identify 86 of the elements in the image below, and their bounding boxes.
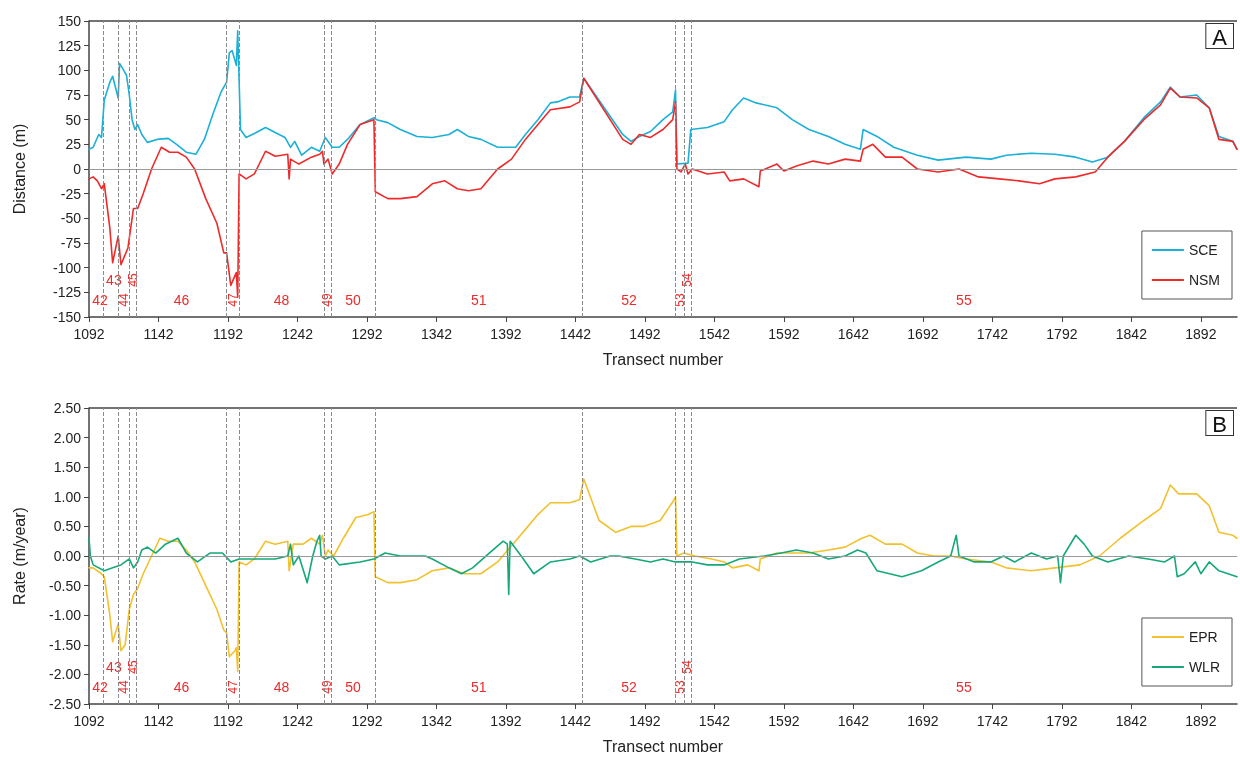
legend-label: EPR	[1188, 629, 1218, 645]
x-tick-label: 1792	[1046, 326, 1078, 342]
y-tick-label: -25	[60, 185, 82, 202]
x-tick-label: 1542	[698, 713, 731, 729]
y-tick-label: 2.00	[53, 429, 82, 446]
legend-label: NSM	[1188, 272, 1221, 288]
annotation: 44	[116, 680, 131, 694]
x-tick-label: 1542	[698, 326, 731, 342]
line-series	[88, 534, 1238, 596]
annotation: 52	[621, 292, 637, 308]
x-axis-title: Transect number	[602, 737, 724, 755]
annotation: 52	[621, 679, 637, 695]
y-tick-label: 75	[65, 87, 82, 103]
x-tick-label: 1642	[837, 713, 870, 729]
y-tick-label: 150	[57, 13, 82, 29]
y-tick-label: -125	[52, 284, 82, 301]
y-tick-label: 0.50	[53, 518, 82, 535]
y-tick-label: 125	[57, 37, 82, 54]
x-tick-label: 1692	[907, 326, 939, 342]
legend-label: WLR	[1188, 659, 1221, 675]
x-tick-label: 1492	[629, 713, 661, 729]
y-axis-title: Distance (m)	[10, 123, 28, 215]
x-tick-label: 1692	[907, 713, 939, 729]
x-tick-label: 1192	[212, 326, 244, 342]
annotation: 55	[956, 679, 972, 695]
legend-label: SCE	[1188, 242, 1218, 258]
x-tick-label: 1292	[351, 713, 383, 729]
annotation: 48	[273, 679, 290, 695]
y-tick-label: 1.00	[53, 488, 82, 505]
x-tick-label: 1092	[73, 326, 105, 342]
annotation: 46	[173, 679, 190, 695]
y-tick-label: -150	[52, 309, 82, 325]
x-tick-label: 1242	[281, 326, 314, 342]
annotation: 55	[956, 292, 972, 308]
x-tick-label: 1592	[768, 326, 800, 342]
annotation: 47	[225, 680, 240, 694]
line-series	[88, 478, 1238, 673]
y-tick-label: -2.00	[49, 666, 82, 683]
annotation: 47	[225, 293, 240, 307]
x-tick-label: 1892	[1185, 326, 1217, 342]
x-tick-label: 1142	[143, 713, 174, 729]
y-tick-label: -0.50	[49, 577, 82, 594]
x-tick-label: 1192	[212, 713, 244, 729]
annotation: 50	[345, 292, 362, 308]
y-tick-label: 1.50	[53, 459, 82, 476]
y-tick-label: -2.50	[49, 696, 82, 712]
x-tick-label: 1792	[1046, 713, 1078, 729]
x-tick-label: 1742	[976, 326, 1009, 342]
y-tick-label: 0.00	[53, 548, 82, 564]
x-axis-title: Transect number	[602, 350, 724, 368]
annotation: 50	[345, 679, 362, 695]
x-tick-label: 1842	[1115, 326, 1148, 342]
y-tick-label: 2.50	[53, 400, 82, 416]
annotation: B	[1212, 411, 1228, 437]
y-tick-label: 0	[73, 161, 82, 177]
x-tick-label: 1392	[490, 713, 522, 729]
x-tick-label: 1442	[559, 326, 592, 342]
x-tick-label: 1742	[976, 713, 1009, 729]
x-tick-label: 1642	[837, 326, 870, 342]
x-tick-label: 1442	[559, 713, 592, 729]
y-axis-title: Rate (m/year)	[10, 507, 28, 605]
x-tick-label: 1342	[420, 713, 453, 729]
x-tick-label: 1142	[143, 326, 174, 342]
x-tick-label: 1092	[73, 713, 105, 729]
annotation: 44	[116, 293, 131, 307]
annotation: 51	[471, 679, 487, 695]
annotation: A	[1212, 24, 1228, 50]
y-tick-label: -1.00	[49, 607, 82, 624]
annotation: 48	[273, 292, 290, 308]
x-tick-label: 1842	[1115, 713, 1148, 729]
x-tick-label: 1892	[1185, 713, 1217, 729]
x-tick-label: 1392	[490, 326, 522, 342]
y-tick-label: -1.50	[49, 636, 82, 653]
y-tick-label: -100	[52, 259, 82, 276]
y-tick-label: 50	[65, 111, 82, 128]
x-tick-label: 1292	[351, 326, 383, 342]
x-tick-label: 1242	[281, 713, 314, 729]
annotation: 46	[173, 292, 190, 308]
y-tick-label: 25	[65, 136, 82, 153]
annotation: 51	[471, 292, 487, 308]
x-tick-label: 1342	[420, 326, 453, 342]
y-tick-label: 100	[57, 62, 82, 79]
y-tick-label: -75	[60, 235, 82, 251]
x-tick-label: 1592	[768, 713, 800, 729]
y-tick-label: -50	[60, 210, 82, 227]
x-tick-label: 1492	[629, 326, 661, 342]
